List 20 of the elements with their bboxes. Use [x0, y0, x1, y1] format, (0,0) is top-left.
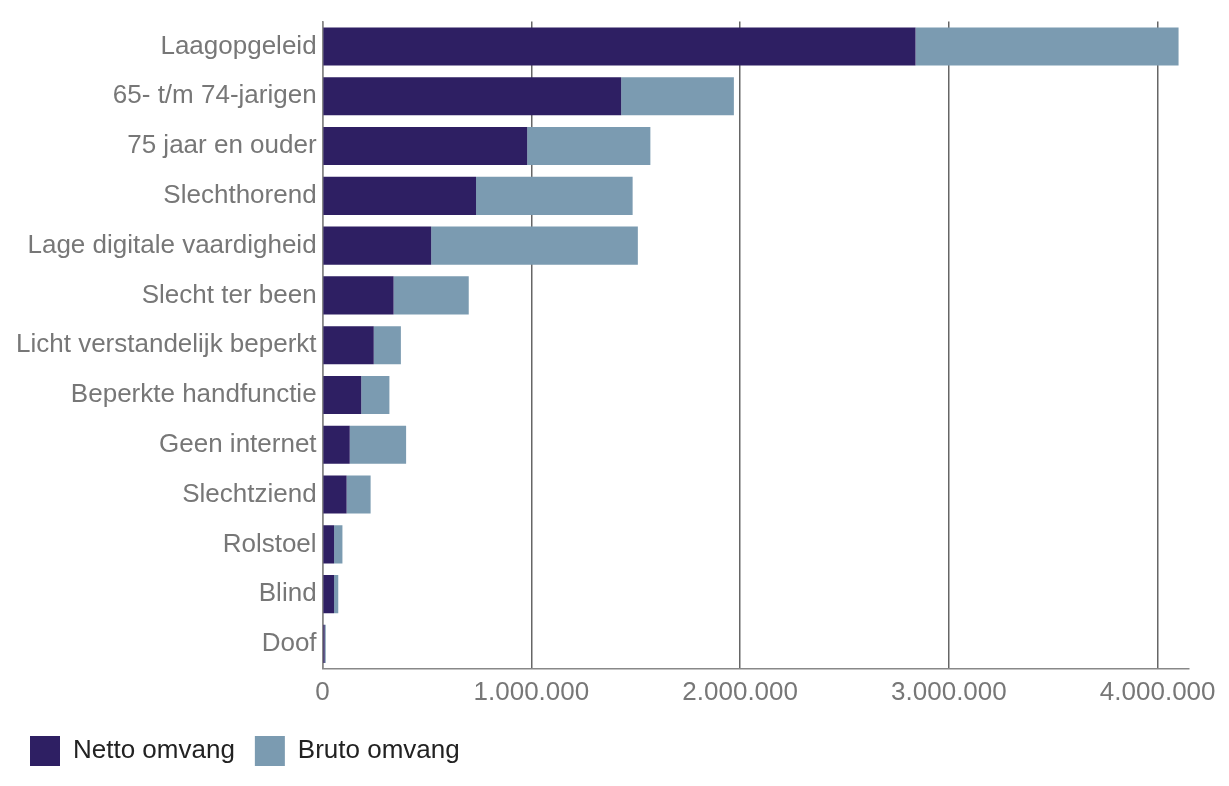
x-tick-label: 4.000.000	[1099, 675, 1216, 706]
x-tick-label: 0	[315, 675, 330, 706]
y-tick-label: 65- t/m 74-jarigen	[112, 79, 317, 110]
y-tick-label: Laagopgeleid	[160, 29, 317, 60]
legend-label: Netto omvang	[73, 734, 235, 765]
x-tick-label: 3.000.000	[891, 675, 1007, 706]
x-tick-label: 2.000.000	[682, 675, 798, 706]
y-tick-label: Doof	[261, 627, 318, 658]
y-tick-label: 75 jaar en ouder	[127, 129, 317, 160]
y-tick-label: Slecht ter been	[141, 278, 317, 309]
y-tick-label: Beperkte handfunctie	[70, 378, 317, 409]
y-tick-label: Lage digitale vaardigheid	[27, 228, 317, 259]
y-tick-label: Rolstoel	[222, 527, 317, 558]
x-tick-label: 1.000.000	[473, 675, 590, 706]
y-tick-label: Slechtziend	[182, 477, 317, 508]
y-tick-label: Geen internet	[159, 427, 318, 458]
legend-label: Bruto omvang	[297, 734, 460, 765]
y-tick-label: Blind	[258, 577, 317, 608]
y-tick-label: Licht verstandelijk beperkt	[15, 328, 318, 359]
y-tick-label: Slechthorend	[163, 179, 317, 210]
